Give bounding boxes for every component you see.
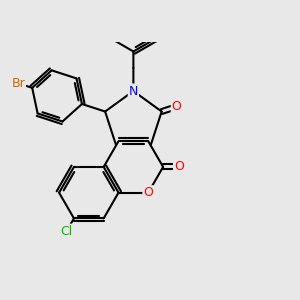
Text: Cl: Cl xyxy=(61,225,73,238)
Text: N: N xyxy=(129,85,138,98)
Text: O: O xyxy=(174,160,184,173)
Text: O: O xyxy=(172,100,182,113)
Text: Br: Br xyxy=(11,77,25,90)
Text: O: O xyxy=(143,186,153,199)
